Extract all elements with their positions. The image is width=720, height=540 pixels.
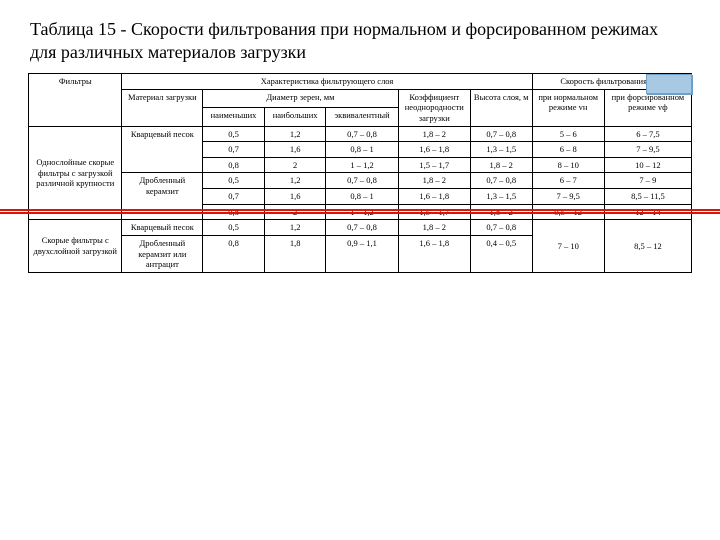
col-vn: при нормальном режиме vн [532, 89, 604, 126]
cell: 0,4 – 0,5 [470, 235, 532, 272]
cell: 0,7 – 0,8 [470, 173, 532, 189]
cell: 0,8 – 1 [326, 142, 398, 158]
col-vf: при форсированном режиме vф [604, 89, 691, 126]
col-height: Высота слоя, м [470, 89, 532, 126]
cell: 8 – 10 [532, 157, 604, 173]
table-body: Однослойные скорые фильтры с загрузкой р… [29, 126, 692, 272]
cell: 6 – 8 [532, 142, 604, 158]
table-row: Дробленный керамзит 0,5 1,2 0,7 – 0,8 1,… [29, 173, 692, 189]
cell: 1,6 – 1,8 [398, 235, 470, 272]
cell: 1,6 [264, 142, 326, 158]
cell: 0,7 – 0,8 [326, 173, 398, 189]
col-material: Материал загрузки [122, 89, 203, 126]
col-koef: Коэффициент неоднородности загрузки [398, 89, 470, 126]
filtration-table: Фильтры Характеристика фильтрующего слоя… [28, 73, 692, 273]
head-characteristics: Характеристика фильтрующего слоя [122, 74, 532, 90]
cell: 1 – 1,2 [326, 157, 398, 173]
cell: 1,6 – 1,8 [398, 189, 470, 205]
cell: 0,5 [203, 220, 265, 236]
cell: 1,3 – 1,5 [470, 142, 532, 158]
cell: 0,5 [203, 173, 265, 189]
head-diameter: Диаметр зерен, мм [203, 89, 398, 107]
cell: 1,6 – 1,8 [398, 142, 470, 158]
cell: 1,8 – 2 [398, 173, 470, 189]
cell: 0,5 [203, 126, 265, 142]
cell: 1,8 [264, 235, 326, 272]
page: Таблица 15 - Скорости фильтрования при н… [0, 0, 720, 540]
cell: 1,3 – 1,5 [470, 189, 532, 205]
cell: 10 – 12 [604, 157, 691, 173]
cell: 6 – 7,5 [604, 126, 691, 142]
cell: 7 – 10 [532, 220, 604, 273]
cell: 8,5 – 12 [604, 220, 691, 273]
cell: 1,2 [264, 173, 326, 189]
col-filters: Фильтры [29, 74, 122, 127]
cell: 0,8 [203, 235, 265, 272]
cell-material: Кварцевый песок [122, 126, 203, 173]
col-dmax: наибольших [264, 108, 326, 126]
cell: 0,8 [203, 157, 265, 173]
cell: 0,7 [203, 189, 265, 205]
cell-material: Дробленный керамзит или антрацит [122, 235, 203, 272]
cell-filter-type: Скорые фильтры с двухслойной загрузкой [29, 220, 122, 273]
cell: 0,8 – 1 [326, 189, 398, 205]
cell: 1,2 [264, 220, 326, 236]
cell: 6 – 7 [532, 173, 604, 189]
cell: 0,7 – 0,8 [326, 126, 398, 142]
table-row: Однослойные скорые фильтры с загрузкой р… [29, 126, 692, 142]
cell: 5 – 6 [532, 126, 604, 142]
cell: 1,5 – 1,7 [398, 157, 470, 173]
cell: 0,7 – 0,8 [326, 220, 398, 236]
table-caption: Таблица 15 - Скорости фильтрования при н… [30, 18, 670, 63]
decorative-badge [646, 74, 692, 94]
cell: 0,7 – 0,8 [470, 126, 532, 142]
cell: 8,5 – 11,5 [604, 189, 691, 205]
cell: 0,7 – 0,8 [470, 220, 532, 236]
cell: 0,7 [203, 142, 265, 158]
col-dmin: наименьших [203, 108, 265, 126]
cell: 1,6 [264, 189, 326, 205]
cell: 1,8 – 2 [398, 220, 470, 236]
cell-material: Кварцевый песок [122, 220, 203, 236]
cell: 7 – 9,5 [604, 142, 691, 158]
cell: 1,2 [264, 126, 326, 142]
cell-filter-type: Однослойные скорые фильтры с загрузкой р… [29, 126, 122, 220]
cell: 1,8 – 2 [470, 157, 532, 173]
red-underline-1 [0, 209, 720, 211]
cell: 0,9 – 1,1 [326, 235, 398, 272]
cell: 7 – 9 [604, 173, 691, 189]
table-row: Скорые фильтры с двухслойной загрузкой К… [29, 220, 692, 236]
cell: 7 – 9,5 [532, 189, 604, 205]
cell: 1,8 – 2 [398, 126, 470, 142]
table-head: Фильтры Характеристика фильтрующего слоя… [29, 74, 692, 127]
red-underline-2 [0, 212, 720, 214]
cell: 2 [264, 157, 326, 173]
col-deq: эквивалентный [326, 108, 398, 126]
